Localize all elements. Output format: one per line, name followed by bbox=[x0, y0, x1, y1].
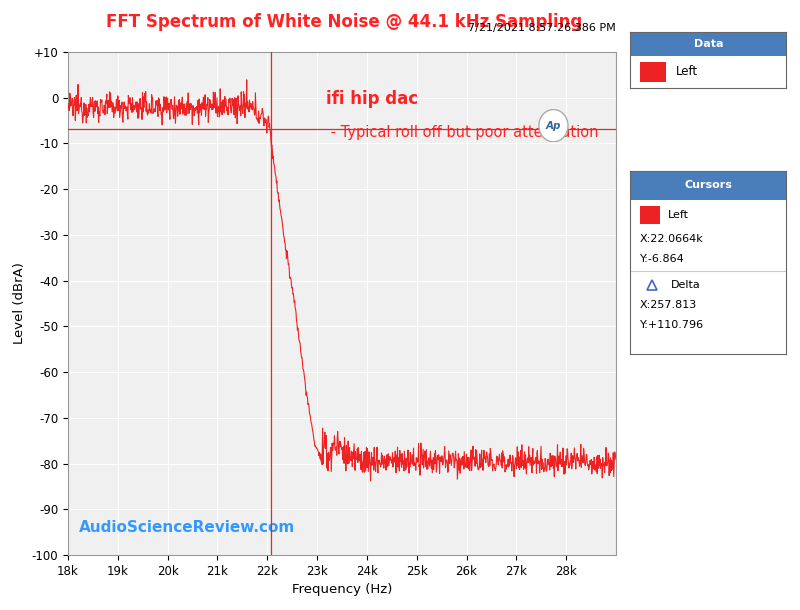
Text: - Typical roll off but poor attenuation: - Typical roll off but poor attenuation bbox=[326, 125, 598, 140]
Bar bbox=[630, 32, 786, 56]
Y-axis label: Level (dBrA): Level (dBrA) bbox=[13, 262, 26, 345]
Bar bbox=[640, 62, 666, 82]
Text: Left: Left bbox=[668, 210, 689, 220]
Text: Delta: Delta bbox=[671, 280, 701, 290]
Text: Cursors: Cursors bbox=[685, 181, 732, 190]
Text: Ap: Ap bbox=[546, 121, 561, 131]
Circle shape bbox=[539, 110, 568, 142]
Text: AudioScienceReview.com: AudioScienceReview.com bbox=[79, 520, 295, 535]
Text: ifi hip dac: ifi hip dac bbox=[326, 90, 418, 107]
Bar bbox=[630, 171, 786, 200]
Text: Data: Data bbox=[694, 38, 723, 49]
Text: FFT Spectrum of White Noise @ 44.1 kHz Sampling: FFT Spectrum of White Noise @ 44.1 kHz S… bbox=[106, 13, 582, 32]
Bar bbox=[640, 206, 660, 224]
Text: X:257.813: X:257.813 bbox=[640, 300, 697, 310]
Text: 7/21/2021 8:57:26.386 PM: 7/21/2021 8:57:26.386 PM bbox=[468, 23, 616, 33]
Text: Y:-6.864: Y:-6.864 bbox=[640, 254, 685, 264]
Text: X:22.0664k: X:22.0664k bbox=[640, 234, 703, 245]
Text: Left: Left bbox=[676, 65, 698, 78]
X-axis label: Frequency (Hz): Frequency (Hz) bbox=[292, 583, 392, 597]
Text: Y:+110.796: Y:+110.796 bbox=[640, 320, 704, 331]
